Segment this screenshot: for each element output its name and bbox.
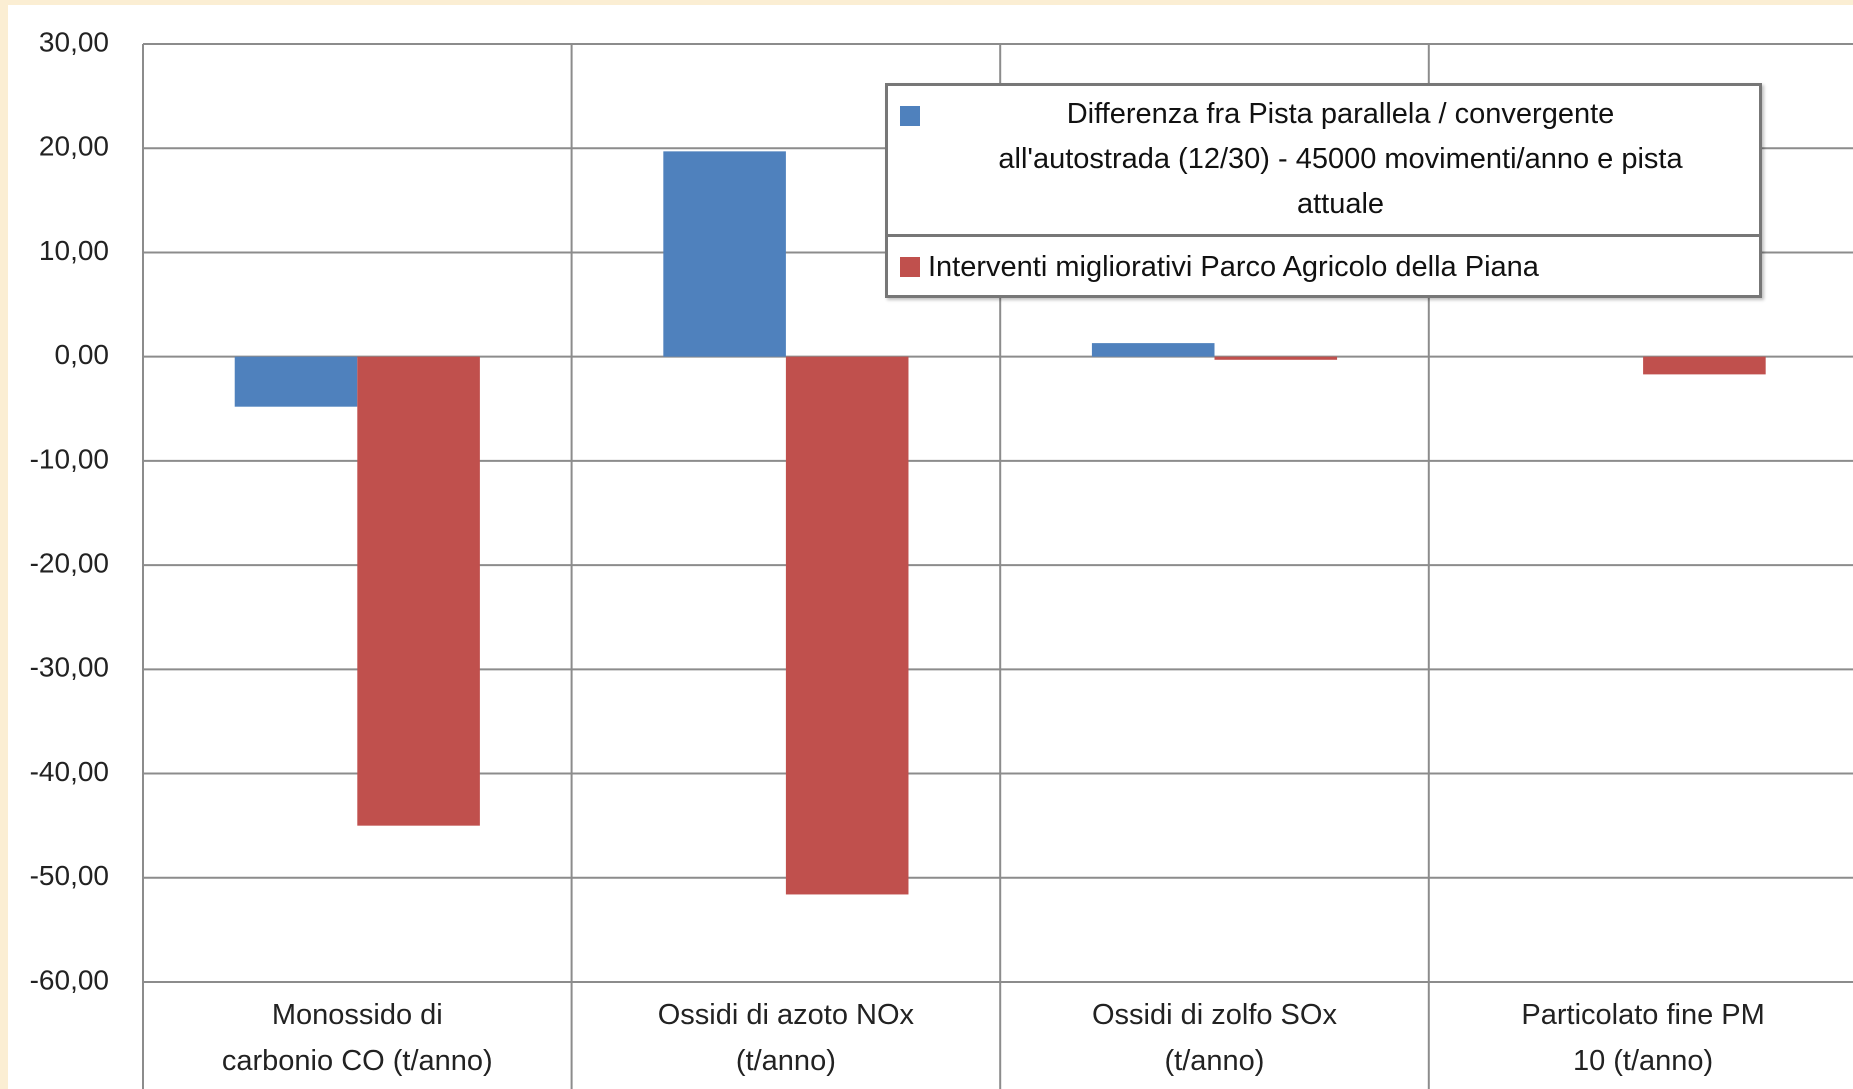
y-tick-label: -60,00 bbox=[30, 964, 109, 995]
x-tick-label: Particolato fine PM 10 (t/anno) bbox=[1521, 999, 1765, 1077]
legend-entry: Interventi migliorativi Parco Agricolo d… bbox=[888, 245, 1759, 290]
y-tick-label: 30,00 bbox=[39, 26, 109, 57]
legend-entry: Differenza fra Pista parallela / converg… bbox=[888, 92, 1759, 237]
x-tick-label: Ossidi di zolfo SOx (t/anno) bbox=[1091, 999, 1337, 1077]
legend: Differenza fra Pista parallela / converg… bbox=[885, 83, 1762, 298]
y-tick-label: 10,00 bbox=[39, 235, 109, 266]
legend-swatch bbox=[900, 257, 920, 277]
legend-divider bbox=[888, 234, 1759, 237]
bar bbox=[1214, 356, 1338, 360]
x-tick-label: Ossidi di azoto NOx (t/anno) bbox=[657, 999, 915, 1077]
x-tick-label: Monossido di carbonio CO (t/anno) bbox=[221, 999, 493, 1077]
bar bbox=[1643, 356, 1766, 375]
legend-label: Differenza fra Pista parallela / converg… bbox=[998, 98, 1683, 220]
bar bbox=[357, 356, 480, 826]
bar bbox=[785, 356, 909, 895]
bar bbox=[234, 356, 358, 407]
y-tick-label: -20,00 bbox=[30, 548, 109, 579]
legend-swatch bbox=[900, 106, 920, 126]
bar bbox=[663, 151, 786, 357]
y-tick-label: -50,00 bbox=[30, 860, 109, 891]
legend-label: Interventi migliorativi Parco Agricolo d… bbox=[928, 251, 1539, 283]
bar bbox=[1091, 343, 1215, 357]
y-tick-label: -40,00 bbox=[30, 756, 109, 787]
y-tick-label: 20,00 bbox=[39, 131, 109, 162]
y-tick-label: 0,00 bbox=[55, 339, 110, 370]
y-tick-label: -10,00 bbox=[30, 443, 109, 474]
y-tick-label: -30,00 bbox=[30, 652, 109, 683]
